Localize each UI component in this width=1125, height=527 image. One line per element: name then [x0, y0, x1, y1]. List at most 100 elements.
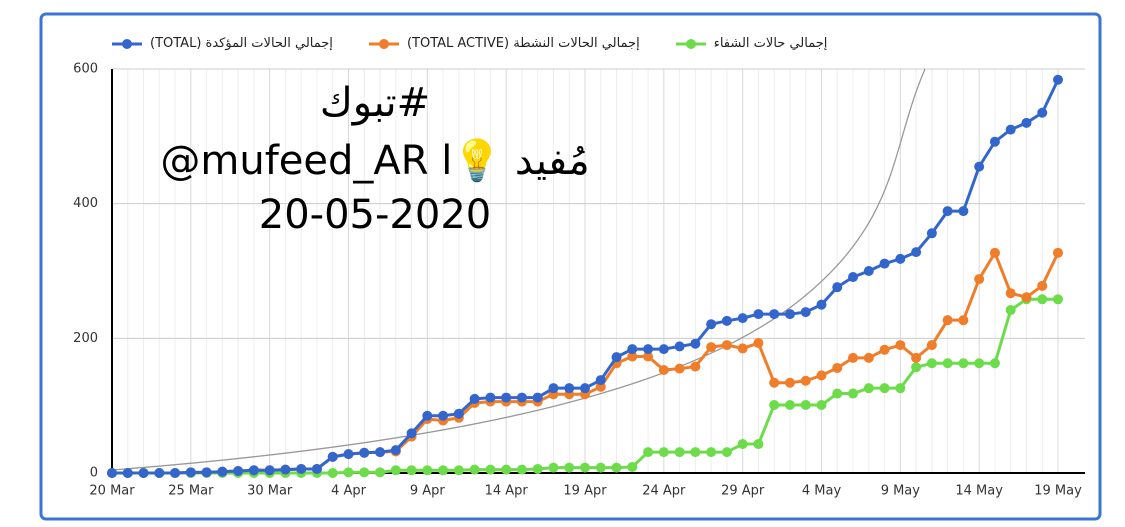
- data-point: [816, 370, 827, 381]
- data-point: [942, 206, 953, 217]
- data-point: [784, 377, 795, 388]
- y-tick-label: 400: [73, 196, 98, 211]
- data-point: [485, 392, 496, 403]
- data-point: [658, 364, 669, 375]
- data-point: [753, 439, 764, 450]
- data-point: [453, 465, 464, 476]
- data-point: [233, 465, 244, 476]
- data-point: [800, 307, 811, 318]
- data-point: [958, 206, 969, 217]
- y-tick-label: 600: [73, 62, 98, 77]
- data-point: [580, 462, 590, 473]
- x-tick-label: 20 Mar: [89, 484, 135, 499]
- x-tick-label: 4 Apr: [331, 484, 367, 499]
- data-point: [201, 467, 212, 478]
- x-tick-label: 29 Apr: [721, 484, 765, 499]
- data-point: [848, 388, 859, 399]
- x-tick-label: 24 Apr: [642, 484, 686, 499]
- data-point: [926, 228, 937, 239]
- data-point: [580, 383, 590, 394]
- data-point: [627, 461, 638, 472]
- data-point: [816, 399, 827, 410]
- x-tick-label: 4 May: [802, 484, 842, 499]
- data-point: [154, 468, 165, 478]
- data-point: [800, 375, 811, 386]
- data-point: [406, 465, 417, 476]
- data-point: [1037, 107, 1048, 118]
- data-point: [863, 352, 874, 363]
- data-point: [359, 447, 370, 458]
- data-point: [911, 362, 922, 373]
- data-point: [1005, 124, 1016, 135]
- data-point: [375, 467, 386, 478]
- data-point: [848, 352, 859, 363]
- data-point: [848, 272, 859, 283]
- data-point: [989, 136, 1000, 147]
- data-point: [769, 399, 780, 410]
- data-point: [185, 467, 196, 478]
- legend-label: إجمالي حالات الشفاء: [713, 36, 828, 51]
- data-point: [564, 462, 575, 473]
- data-point: [438, 465, 449, 476]
- y-tick-label: 200: [73, 331, 98, 346]
- legend-dot: [378, 38, 389, 49]
- data-point: [1005, 305, 1016, 316]
- data-point: [453, 408, 464, 419]
- data-point: [438, 410, 449, 421]
- data-point: [989, 358, 1000, 369]
- data-point: [390, 445, 401, 456]
- legend-item: إجمالي حالات الشفاء: [674, 36, 828, 51]
- data-point: [264, 465, 275, 476]
- legend: إجمالي الحالات المؤكدة (TOTAL) إجمالي الح…: [110, 36, 827, 51]
- data-point: [1053, 247, 1063, 258]
- data-point: [674, 447, 685, 458]
- data-point: [832, 388, 843, 399]
- legend-swatch: [368, 38, 399, 49]
- data-point: [753, 309, 764, 320]
- data-point: [627, 351, 638, 362]
- data-point: [390, 465, 401, 476]
- x-tick-label: 30 Mar: [247, 484, 293, 499]
- data-point: [501, 464, 512, 475]
- x-tick-label: 14 Apr: [485, 484, 529, 499]
- data-point: [974, 358, 985, 369]
- data-point: [942, 315, 953, 326]
- data-point: [643, 344, 654, 355]
- data-point: [107, 468, 117, 478]
- data-point: [532, 392, 543, 403]
- data-point: [516, 464, 527, 475]
- data-point: [958, 315, 969, 326]
- data-point: [721, 340, 732, 351]
- data-point: [911, 247, 922, 258]
- data-point: [469, 464, 480, 475]
- data-point: [327, 468, 338, 478]
- y-tick-label: 0: [90, 466, 98, 481]
- data-point: [989, 247, 1000, 258]
- data-point: [974, 161, 985, 172]
- data-point: [422, 410, 433, 421]
- data-point: [863, 266, 874, 276]
- data-point: [706, 342, 717, 353]
- x-tick-label: 19 May: [1034, 484, 1082, 499]
- data-point: [296, 463, 307, 474]
- data-point: [627, 344, 638, 355]
- legend-item: إجمالي الحالات النشطة (TOTAL ACTIVE): [367, 36, 640, 51]
- data-point: [769, 377, 780, 388]
- legend-label: إجمالي الحالات المؤكدة (TOTAL): [150, 36, 333, 51]
- data-point: [706, 447, 717, 458]
- data-point: [1053, 74, 1063, 85]
- data-point: [926, 340, 937, 351]
- data-point: [138, 468, 149, 478]
- data-point: [879, 383, 890, 394]
- data-point: [359, 467, 370, 478]
- data-point: [753, 338, 764, 349]
- data-point: [485, 464, 496, 475]
- plot: [107, 74, 1063, 478]
- annotation: 20-05-2020: [258, 192, 492, 238]
- frame: [39, 12, 1102, 521]
- data-point: [611, 352, 622, 363]
- data-point: [690, 338, 701, 349]
- data-point: [311, 463, 322, 474]
